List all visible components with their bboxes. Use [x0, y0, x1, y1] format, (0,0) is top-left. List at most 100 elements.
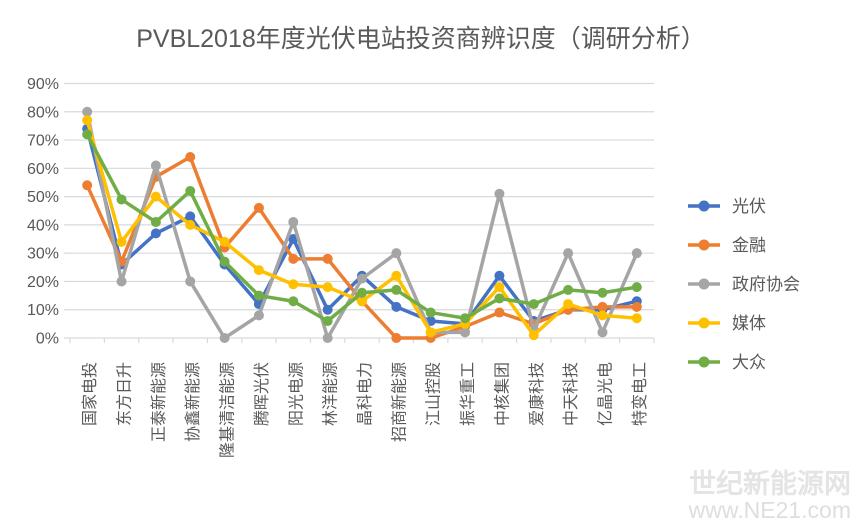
series-marker: [116, 236, 127, 247]
series-marker: [494, 293, 505, 304]
series-marker: [631, 282, 642, 293]
series-marker: [597, 301, 608, 312]
series-marker: [357, 273, 367, 284]
x-tick-label: 隆基清洁能源: [219, 362, 237, 458]
series-marker: [150, 191, 161, 202]
series-3: [82, 115, 642, 341]
series-marker: [597, 327, 608, 338]
series-marker: [391, 248, 402, 259]
y-tick-label: 90%: [27, 76, 59, 93]
chart-title: PVBL2018年度光伏电站投资商辨识度（调研分析）: [136, 25, 706, 53]
legend-swatch-marker: [698, 317, 710, 329]
series-marker: [631, 248, 642, 259]
y-tick-label: 0%: [36, 331, 59, 348]
y-axis-labels: 0% 10% 20% 30% 40% 50% 60% 70% 80% 90%: [27, 76, 59, 348]
x-tick-label: 中天科技: [562, 362, 580, 426]
series-marker: [82, 180, 93, 191]
watermark: 世纪新能源网 www.NE21.com: [688, 468, 851, 523]
x-tick-label: 振华重工: [459, 362, 477, 426]
series-marker: [253, 265, 264, 276]
series-marker: [82, 106, 93, 117]
series-marker: [391, 270, 402, 281]
x-tick-label: 东方日升: [116, 362, 134, 426]
series-marker: [528, 299, 539, 310]
series-marker: [185, 185, 196, 196]
series-marker: [322, 253, 333, 264]
series-marker: [494, 282, 505, 293]
series-marker: [322, 304, 333, 315]
series-marker: [494, 270, 505, 281]
series-marker: [631, 301, 642, 312]
series-2: [82, 106, 642, 343]
y-tick-label: 70%: [27, 133, 59, 150]
series-group: [82, 106, 642, 343]
series-marker: [253, 202, 264, 213]
x-tick-label: 中核集团: [493, 362, 511, 426]
series-marker: [357, 287, 367, 298]
series-marker: [82, 129, 93, 140]
legend-item-2: 政府协会: [688, 275, 800, 294]
series-marker: [322, 333, 333, 343]
watermark-site-name: 世纪新能源网: [689, 468, 851, 499]
x-tick-label: 江山控股: [425, 362, 443, 426]
legend-item-1: 金融: [688, 236, 766, 255]
y-tick-label: 80%: [27, 104, 59, 121]
series-marker: [116, 194, 127, 205]
series-marker: [253, 290, 264, 301]
series-line: [85, 155, 639, 340]
legend-label: 大众: [732, 353, 766, 372]
series-marker: [185, 152, 196, 163]
series-marker: [150, 217, 161, 228]
series-marker: [494, 307, 505, 318]
legend-swatch-marker: [698, 200, 710, 212]
x-tick-label: 协鑫新能源: [183, 362, 202, 442]
legend-label: 金融: [732, 236, 766, 255]
legend-item-0: 光伏: [688, 197, 766, 216]
y-tick-label: 50%: [27, 189, 59, 206]
x-tick-label: 招商新能源: [390, 362, 408, 442]
series-marker: [631, 313, 642, 324]
y-tick-label: 30%: [27, 246, 59, 263]
series-marker: [563, 299, 574, 310]
legend-label: 政府协会: [732, 275, 800, 294]
legend-label: 光伏: [732, 197, 766, 216]
series-marker: [391, 333, 402, 343]
x-tick-label: 阳光电源: [287, 362, 305, 426]
series-marker: [150, 228, 161, 239]
x-tick-label: 爱康科技: [528, 362, 546, 426]
series-marker: [494, 188, 505, 199]
x-tick-label: 国家电投: [81, 362, 99, 426]
y-tick-label: 10%: [27, 302, 59, 319]
series-marker: [460, 327, 471, 338]
series-marker: [528, 330, 539, 341]
series-marker: [185, 276, 196, 287]
y-tick-label: 60%: [27, 161, 59, 178]
legend-item-4: 大众: [688, 353, 766, 372]
x-tick-label: 林洋能源: [322, 362, 340, 426]
series-marker: [82, 115, 93, 126]
legend-swatch-marker: [698, 356, 710, 368]
watermark-url: www.NE21.com: [688, 497, 851, 523]
series-marker: [150, 160, 161, 171]
series-marker: [185, 219, 196, 230]
x-tick-label: 正泰新能源: [150, 362, 168, 442]
x-tick-label: 特变电工: [631, 362, 649, 426]
series-marker: [597, 287, 608, 298]
series-marker: [391, 284, 402, 295]
x-axis-labels: 国家电投 东方日升 正泰新能源 协鑫新能源 隆基清洁能源 腾晖光伏 阳光电源 林洋能源 晶科电力…: [81, 362, 649, 458]
series-marker: [288, 279, 299, 290]
series-marker: [288, 217, 299, 228]
legend-swatch-marker: [698, 278, 710, 290]
x-tick-label: 亿晶光电: [596, 362, 614, 426]
series-marker: [322, 282, 333, 293]
x-tick-label: 腾晖光伏: [253, 362, 271, 426]
y-tick-label: 20%: [27, 274, 59, 291]
legend-item-3: 媒体: [688, 314, 766, 333]
series-marker: [288, 253, 299, 264]
series-marker: [219, 236, 230, 247]
series-marker: [253, 310, 264, 321]
series-marker: [563, 248, 574, 259]
series-marker: [322, 316, 333, 327]
x-tick-label: 晶科电力: [356, 362, 374, 426]
